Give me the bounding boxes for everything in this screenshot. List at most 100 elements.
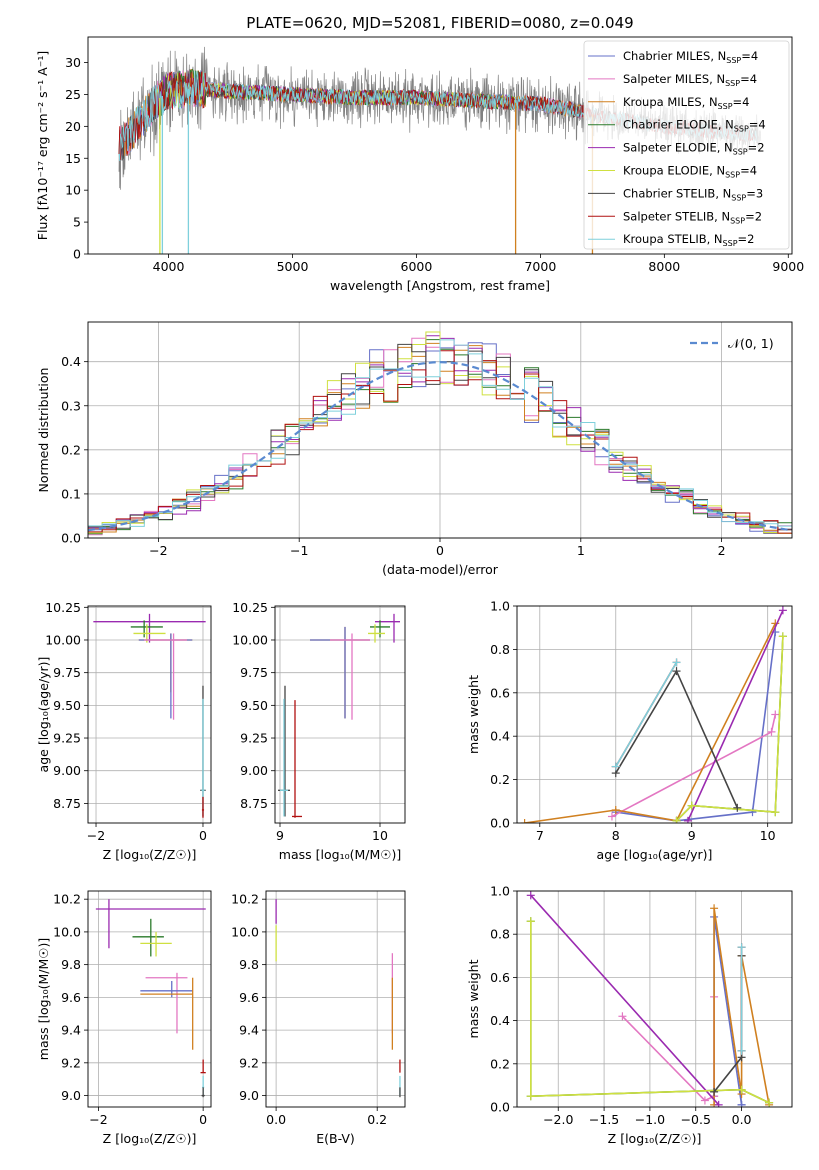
y-tick-label: 0.1	[61, 486, 81, 501]
plot-area-mass-vs-ebv	[275, 899, 401, 1098]
grid-age-vs-mass	[275, 606, 405, 823]
weight-marker	[737, 1100, 746, 1107]
panel-weight-vs-age: 7 8 9 10 0.0 0.2 0.4 0.6 0.8 1.0 age [log₁₀(age/yr…	[466, 599, 793, 862]
axes-frame	[274, 605, 406, 824]
axes-frame	[516, 605, 793, 824]
axes-age-vs-z: −2 0 8.75 9.00 9.25 9.50 9.75 10.00 10.25 Z [log₁…	[36, 600, 212, 862]
y-tick-label: 20	[65, 119, 81, 134]
weight-marker	[778, 632, 787, 641]
axes-frame	[265, 890, 406, 1108]
y-tick-label: 15	[65, 151, 81, 166]
x-axis-label: Z [log₁₀(Z/Z☉)]	[103, 1131, 197, 1146]
legend-entry: Chabrier STELIB, NSSP=3	[623, 186, 763, 202]
y-tick-label: 9.75	[240, 665, 268, 680]
y-tick-label: 10	[65, 183, 81, 198]
y-tick-label: 0.6	[490, 970, 510, 985]
y-tick-label: 0.0	[490, 816, 510, 831]
panel-mass-vs-ebv: 0.0 0.2 9.0 9.2 9.4 9.6 9.8 10.0 10.2 E(B-V)	[231, 890, 406, 1146]
plot-area-residuals	[88, 331, 792, 536]
weight-line-chabrier-stelib	[615, 669, 739, 809]
y-axis-label: Flux [fλ10⁻¹⁷ erg cm⁻² s⁻¹ A⁻¹]	[35, 51, 50, 240]
x-tick-label: 7000	[524, 259, 556, 274]
weight-marker	[737, 1085, 746, 1094]
panel-weight-vs-z: −2.0 −1.5 −1.0 −0.5 0.0 0.0 0.2 0.4 0.6 0.8 1.0 Z […	[466, 884, 793, 1146]
weight-marker	[672, 816, 681, 823]
weight-marker	[765, 1098, 774, 1107]
legend-entry: Kroupa MILES, NSSP=4	[623, 95, 749, 111]
legend-entry: Kroupa ELODIE, NSSP=4	[623, 164, 757, 180]
x-tick-label: −1.0	[635, 1112, 665, 1127]
x-axis-label: mass [log₁₀(M/M☉)]	[279, 847, 401, 862]
panels: 4000 5000 6000 7000 8000 9000051015202530wave…	[35, 36, 804, 1146]
data-point	[93, 613, 206, 643]
data-point	[140, 977, 194, 1050]
x-tick-label: 9000	[772, 259, 804, 274]
x-tick-label: −0.5	[681, 1112, 711, 1127]
data-point	[370, 620, 390, 638]
y-tick-label: 10.00	[232, 632, 268, 647]
y-tick-label: 9.2	[239, 1055, 259, 1070]
x-tick-label: 8000	[648, 259, 680, 274]
weight-marker	[611, 762, 620, 771]
y-tick-label: 9.2	[61, 1055, 81, 1070]
weight-marker	[672, 667, 681, 676]
axes-frame	[87, 36, 793, 255]
panel-mass-vs-z: −2 0 9.0 9.2 9.4 9.6 9.8 10.0 10.2 Z [log₁₀(Z/Z☉)…	[36, 890, 212, 1146]
y-tick-label: 9.50	[53, 698, 81, 713]
x-tick-label: −2	[149, 543, 167, 558]
legend-entry: Chabrier ELODIE, NSSP=4	[623, 118, 766, 134]
axes-frame	[516, 890, 793, 1108]
y-tick-label: 0	[73, 247, 81, 262]
y-tick-label: 9.0	[61, 1088, 81, 1103]
y-axis-label: mass [log₁₀(M/M☉)]	[36, 938, 51, 1060]
plot-area-age-vs-mass	[278, 613, 400, 818]
weight-marker	[714, 1100, 723, 1107]
data-point	[368, 624, 385, 643]
weight-marker	[710, 904, 719, 913]
y-tick-label: 9.0	[239, 1088, 259, 1103]
weight-marker	[771, 710, 780, 719]
y-axis-label: age [log₁₀(age/yr)]	[36, 657, 51, 773]
weight-marker	[767, 727, 776, 736]
panel-age-vs-z: −2 0 8.75 9.00 9.25 9.50 9.75 10.00 10.25 Z [log₁…	[36, 600, 212, 862]
panel-spectrum: 4000 5000 6000 7000 8000 9000 0 5 10 15 20 25 30 wave…	[35, 36, 804, 293]
axes-spectrum: 4000 5000 6000 7000 8000 9000 0 5 10 15 20 25 30 wave…	[35, 36, 804, 293]
x-tick-label: 8	[612, 828, 620, 843]
normal-curve	[88, 360, 792, 532]
y-tick-label: 5	[73, 215, 81, 230]
data-point	[132, 918, 164, 957]
plot-area-weight-vs-age	[520, 606, 787, 823]
y-tick-label: 10.0	[53, 924, 81, 939]
weight-marker	[683, 816, 692, 823]
grid-weight-vs-z	[517, 890, 792, 1108]
weight-marker	[687, 801, 696, 810]
y-tick-label: 10.00	[45, 632, 81, 647]
panel-age-vs-mass: 9 10 8.75 9.00 9.25 9.50 9.75 10.00 10.25 mass [l…	[232, 600, 406, 862]
grid-weight-vs-age	[517, 605, 792, 824]
weight-marker	[700, 1096, 709, 1105]
weight-marker	[520, 819, 529, 823]
y-tick-label: 0.2	[61, 442, 81, 457]
data-point	[95, 899, 206, 949]
residual-histogram	[88, 339, 792, 527]
x-tick-label: 0.0	[732, 1112, 752, 1127]
x-axis-label: Z [log₁₀(Z/Z☉)]	[608, 1131, 702, 1146]
y-tick-label: 9.25	[240, 731, 268, 746]
weight-marker	[737, 943, 746, 952]
y-tick-label: 10.25	[232, 600, 268, 615]
y-tick-label: 0.8	[490, 927, 510, 942]
x-axis-label: Z [log₁₀(Z/Z☉)]	[103, 847, 197, 862]
y-tick-label: 9.4	[61, 1023, 81, 1038]
weight-line-kroupa-elodie	[675, 636, 784, 822]
weight-marker	[526, 1092, 535, 1101]
axes-frame	[87, 321, 793, 539]
axes-weight-vs-age: 7 8 9 10 0.0 0.2 0.4 0.6 0.8 1.0 age [log₁₀(age/yr…	[466, 599, 793, 862]
y-tick-label: 0.0	[61, 531, 81, 546]
data-point	[201, 796, 205, 818]
data-point	[144, 633, 187, 720]
y-tick-label: 0.4	[490, 729, 510, 744]
data-point	[140, 931, 172, 957]
weight-line-chabrier-miles	[615, 631, 777, 822]
x-tick-label: −2	[89, 1112, 107, 1127]
